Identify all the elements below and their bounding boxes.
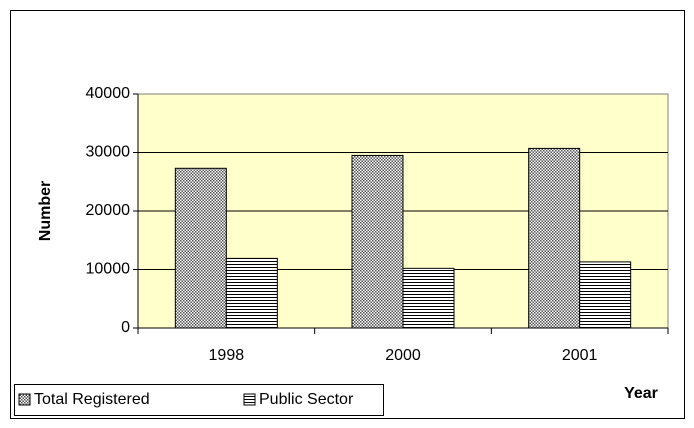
bar: [225, 257, 278, 329]
bar: [579, 261, 632, 329]
legend-swatch: [18, 393, 31, 406]
legend-box: [14, 384, 384, 416]
y-tick-label: 30000: [86, 144, 131, 161]
bar: [351, 154, 404, 329]
x-axis-label: Year: [624, 385, 658, 402]
y-tick-label: 20000: [86, 202, 131, 219]
y-tick-label: 10000: [86, 261, 131, 278]
bar: [402, 267, 455, 329]
x-tick-label: 1998: [209, 347, 245, 364]
y-tick-label: 40000: [86, 85, 131, 102]
legend-label: Public Sector: [259, 391, 354, 408]
legend-swatch: [243, 393, 256, 406]
bar: [174, 167, 227, 329]
y-tick-label: 0: [121, 319, 130, 336]
x-tick-label: 2001: [562, 347, 598, 364]
legend-label: Total Registered: [34, 391, 150, 408]
x-tick-label: 2000: [385, 347, 421, 364]
bar: [528, 147, 581, 329]
y-axis-label: Number: [37, 181, 54, 241]
